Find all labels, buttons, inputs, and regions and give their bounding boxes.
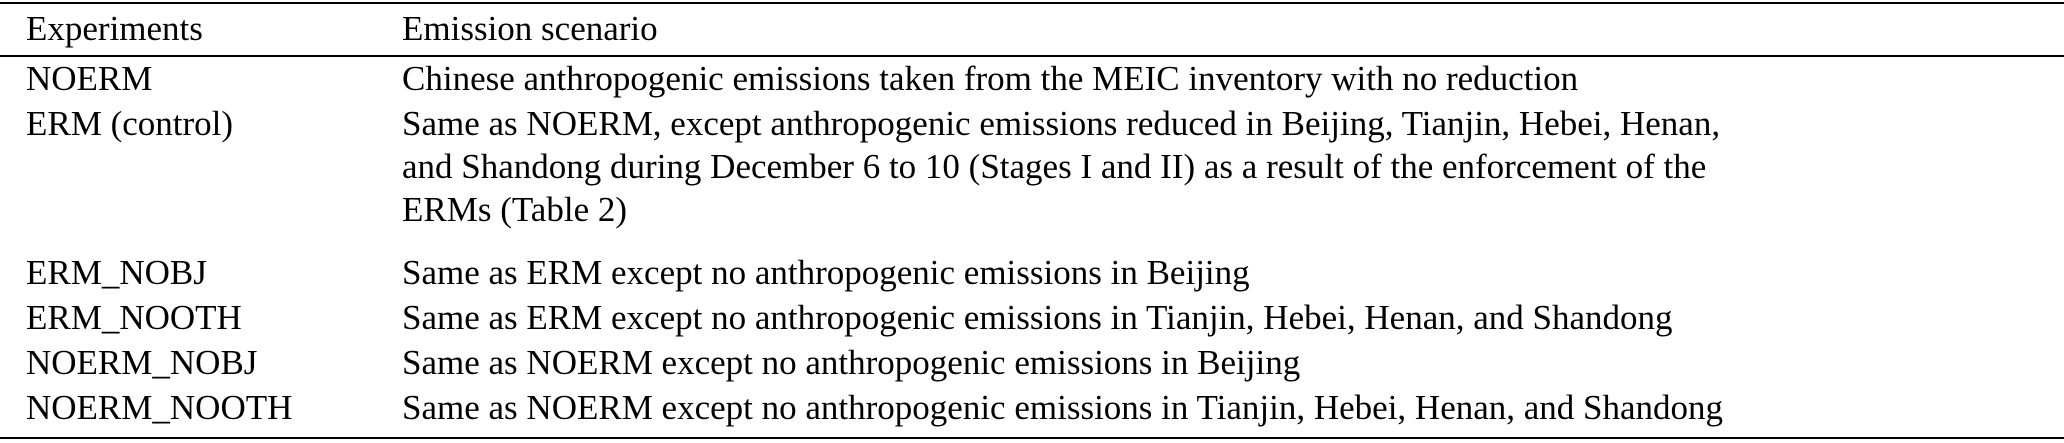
table-row-experiment: NOERM <box>26 59 153 98</box>
table-row-experiment: ERM_NOOTH <box>26 298 242 337</box>
scenario-line: Same as NOERM, except anthropogenic emis… <box>402 104 1721 143</box>
table-bottom-rule <box>0 437 2064 439</box>
table-row-scenario: Same as NOERM, except anthropogenic emis… <box>402 102 1720 231</box>
table-row-scenario: Same as ERM except no anthropogenic emis… <box>402 298 1673 337</box>
table-row-experiment: NOERM_NOOTH <box>26 388 293 427</box>
header-experiments: Experiments <box>26 9 203 48</box>
scenario-line: and Shandong during December 6 to 10 (St… <box>402 147 1707 186</box>
table-row-experiment: ERM (control) <box>26 104 234 143</box>
scenario-line: ERMs (Table 2) <box>402 190 628 229</box>
table-row-scenario: Chinese anthropogenic emissions taken fr… <box>402 59 1579 98</box>
table-row-scenario: Same as NOERM except no anthropogenic em… <box>402 388 1724 427</box>
table-top-rule <box>0 2 2064 4</box>
table-row-experiment: ERM_NOBJ <box>26 253 207 292</box>
header-divider-rule <box>0 55 2064 57</box>
table-row-scenario: Same as ERM except no anthropogenic emis… <box>402 253 1250 292</box>
table-row-scenario: Same as NOERM except no anthropogenic em… <box>402 343 1301 382</box>
table-row-experiment: NOERM_NOBJ <box>26 343 258 382</box>
header-emission-scenario: Emission scenario <box>402 9 658 48</box>
